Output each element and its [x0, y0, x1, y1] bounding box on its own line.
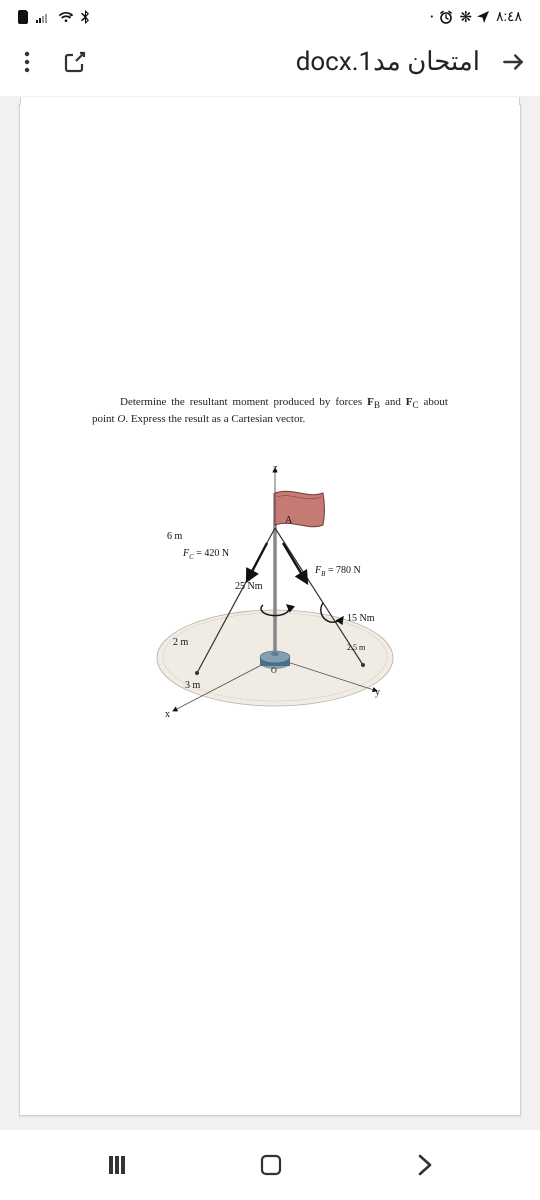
app-bar-right: امتحان مد1.docx: [296, 47, 528, 77]
moment-25nm: 25 Nm: [235, 581, 263, 592]
app-bar-left: [12, 47, 90, 77]
axis-x-label: x: [165, 709, 170, 720]
status-right: • ❋ ٨:٤٨: [430, 8, 522, 26]
axis-z-label: z: [273, 463, 277, 474]
dim-2m: 2 m: [173, 637, 188, 648]
status-left: +: [18, 10, 90, 24]
overflow-menu-icon[interactable]: [12, 47, 42, 77]
point-o-label: O: [271, 666, 277, 675]
back-nav-button[interactable]: [413, 1152, 435, 1178]
dim-25m: 2.5 m: [347, 643, 365, 652]
dim-3m: 3 m: [185, 680, 200, 691]
moment-15nm: 15 Nm: [347, 613, 375, 624]
bluetooth-icon: [80, 10, 90, 24]
signal-icon: [36, 11, 52, 23]
back-button[interactable]: [498, 47, 528, 77]
status-bar: + • ❋ ٨:٤٨: [0, 0, 540, 34]
document-page: Determine the resultant moment produced …: [19, 104, 521, 1116]
wifi-icon: +: [58, 11, 74, 23]
svg-text:+: +: [69, 13, 73, 20]
point-a-label: A: [285, 515, 292, 526]
problem-figure: z x y A O 6 m 2 m 3 m 2.5 m FC = 420 N F…: [125, 453, 415, 743]
dim-6m: 6 m: [167, 531, 182, 542]
document-title: امتحان مد1.docx: [296, 47, 480, 77]
open-external-icon[interactable]: [60, 47, 90, 77]
alarm-icon: [439, 10, 453, 24]
dot-icon: •: [430, 12, 433, 23]
location-icon: [476, 10, 490, 24]
sim-icon: [18, 10, 30, 24]
force-fc-label: FC = 420 N: [183, 548, 229, 561]
force-fb-label: FB = 780 N: [315, 565, 361, 578]
problem-text: Determine the resultant moment produced …: [92, 395, 448, 426]
star-icon: ❋: [459, 8, 470, 26]
app-bar: امتحان مد1.docx: [0, 34, 540, 91]
recent-apps-button[interactable]: [105, 1153, 129, 1177]
document-viewport[interactable]: Determine the resultant moment produced …: [0, 96, 540, 1130]
clock-text: ٨:٤٨: [496, 9, 522, 25]
system-nav-bar: [0, 1130, 540, 1200]
home-button[interactable]: [258, 1152, 284, 1178]
axis-y-label: y: [375, 687, 380, 698]
